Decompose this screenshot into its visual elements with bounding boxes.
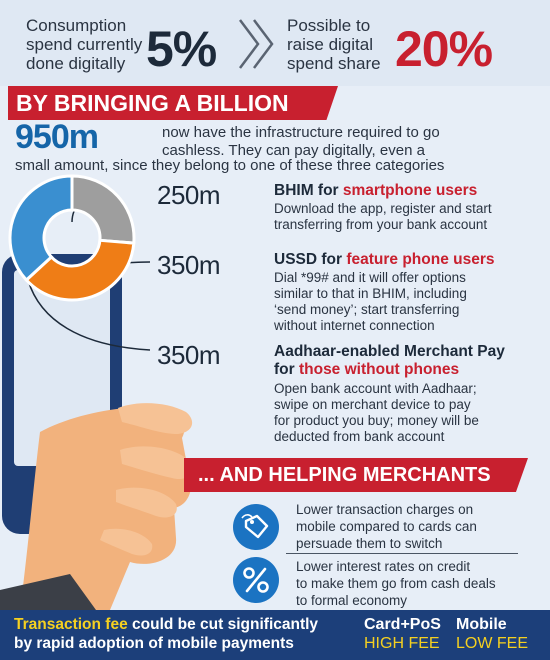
intro-line-2: cashless. They can pay digitally, even a bbox=[162, 142, 425, 159]
aadhaar-title-line-2: for those without phones bbox=[274, 361, 459, 379]
users-950m-value: 950m bbox=[15, 118, 99, 156]
transaction-fee-line-1: Transaction fee could be cut significant… bbox=[14, 616, 318, 634]
users-banner: BY BRINGING A BILLION USERS... bbox=[8, 86, 338, 120]
card-pos-title: Card+PoS bbox=[364, 616, 441, 633]
transaction-fee-highlight: Transaction fee bbox=[14, 616, 128, 633]
possible-digital-share-value: 20% bbox=[395, 21, 493, 77]
percent-icon bbox=[243, 567, 269, 593]
mobile-fee: LOW FEE bbox=[456, 635, 529, 652]
ussd-desc-1: Dial *99# and it will offer options bbox=[274, 270, 466, 285]
bhim-title: BHIM for smartphone users bbox=[274, 182, 477, 200]
top-strip bbox=[0, 0, 550, 86]
aadhaar-desc-2: swipe on merchant device to pay bbox=[274, 397, 471, 412]
bhim-title-highlight: smartphone users bbox=[342, 182, 478, 199]
ussd-desc-2: similar to that in BHIM, including bbox=[274, 286, 467, 301]
bhim-desc-1: Download the app, register and start bbox=[274, 201, 492, 216]
mobile-title: Mobile bbox=[456, 616, 507, 633]
user-category-donut-chart bbox=[8, 174, 136, 302]
transaction-fee-bar bbox=[0, 610, 550, 660]
phone-hand-illustration bbox=[0, 191, 193, 610]
chevron-right-icon bbox=[239, 19, 274, 69]
current-digital-share-label: Consumption spend currently done digital… bbox=[26, 16, 143, 73]
transaction-charges-badge bbox=[233, 504, 279, 550]
price-tag-icon bbox=[241, 514, 269, 539]
aadhaar-users-value: 350m bbox=[157, 340, 221, 370]
interest-rate-badge bbox=[233, 557, 279, 603]
aadhaar-desc-4: deducted from bank account bbox=[274, 429, 445, 444]
ussd-desc-4: without internet connection bbox=[274, 318, 435, 333]
merchant-benefit-2-line-1: Lower interest rates on credit bbox=[296, 559, 471, 574]
ussd-title: USSD for feature phone users bbox=[274, 251, 495, 269]
merchant-benefit-2-line-2: to make them go from cash deals bbox=[296, 576, 496, 591]
donut-slice-bhim bbox=[70, 174, 136, 245]
leader-line-350m-b bbox=[27, 279, 151, 351]
aadhaar-desc-3: for product you buy; money will be bbox=[274, 413, 479, 428]
current-digital-share-value: 5% bbox=[146, 21, 217, 77]
card-pos-fee: HIGH FEE bbox=[364, 635, 440, 652]
ussd-users-value: 350m bbox=[157, 250, 221, 280]
merchant-divider bbox=[286, 553, 518, 554]
merchant-benefit-1-line-1: Lower transaction charges on bbox=[296, 502, 474, 517]
transaction-fee-rest: could be cut significantly bbox=[127, 616, 319, 633]
hand-icon bbox=[0, 403, 193, 610]
ussd-title-prefix: USSD for bbox=[274, 251, 347, 268]
intro-line-3: small amount, since they belong to one o… bbox=[15, 157, 445, 174]
merchant-benefit-2-line-3: to formal economy bbox=[296, 593, 408, 608]
bhim-desc-2: transferring from your bank account bbox=[274, 217, 488, 232]
aadhaar-desc-1: Open bank account with Aadhaar; bbox=[274, 381, 477, 396]
intro-line-1: now have the infrastructure required to … bbox=[162, 124, 440, 141]
merchant-benefit-1-line-2: mobile compared to cards can bbox=[296, 519, 477, 534]
donut-slice-ussd bbox=[24, 238, 136, 302]
possible-digital-share-label: Possible to raise digital spend share bbox=[287, 16, 381, 73]
donut-slice-aadhaar bbox=[8, 174, 74, 283]
bhim-title-prefix: BHIM for bbox=[274, 182, 343, 199]
ussd-desc-3: ‘send money’; start transferring bbox=[274, 302, 460, 317]
bhim-users-value: 250m bbox=[157, 180, 221, 210]
aadhaar-title-highlight: those without phones bbox=[298, 361, 460, 378]
ussd-title-highlight: feature phone users bbox=[346, 251, 495, 268]
merchant-benefit-1-line-3: persuade them to switch bbox=[296, 536, 443, 551]
aadhaar-title-line-1: Aadhaar-enabled Merchant Pay bbox=[274, 343, 505, 360]
transaction-fee-line-2: by rapid adoption of mobile payments bbox=[14, 635, 294, 652]
merchants-banner: ... AND HELPING MERCHANTS WITH bbox=[184, 458, 528, 492]
aadhaar-title-prefix: for bbox=[274, 361, 299, 378]
